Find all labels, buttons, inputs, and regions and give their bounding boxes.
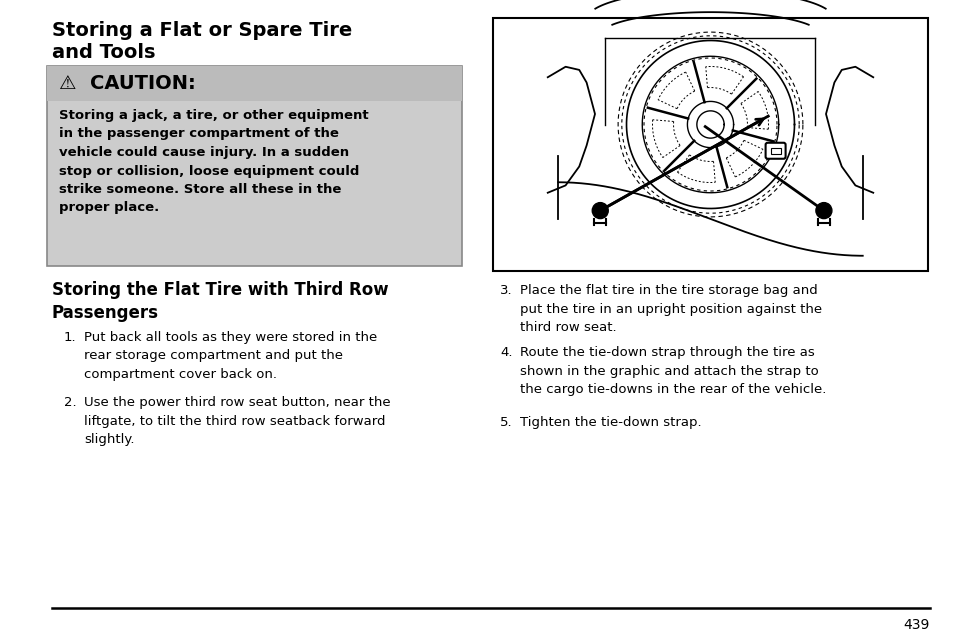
Circle shape xyxy=(592,203,608,219)
Text: Storing a jack, a tire, or other equipment
in the passenger compartment of the
v: Storing a jack, a tire, or other equipme… xyxy=(59,109,368,214)
Text: 4.: 4. xyxy=(499,346,512,359)
Text: Use the power third row seat button, near the
liftgate, to tilt the third row se: Use the power third row seat button, nea… xyxy=(84,396,390,446)
Circle shape xyxy=(815,203,831,219)
Text: Route the tie-down strap through the tire as
shown in the graphic and attach the: Route the tie-down strap through the tir… xyxy=(519,346,825,396)
FancyBboxPatch shape xyxy=(765,142,784,159)
Text: Put back all tools as they were stored in the
rear storage compartment and put t: Put back all tools as they were stored i… xyxy=(84,331,376,381)
Bar xyxy=(770,148,780,154)
Bar xyxy=(493,18,927,271)
Text: 5.: 5. xyxy=(499,416,512,429)
Text: 439: 439 xyxy=(902,618,929,632)
Text: Storing the Flat Tire with Third Row: Storing the Flat Tire with Third Row xyxy=(52,281,388,299)
Text: Storing a Flat or Spare Tire: Storing a Flat or Spare Tire xyxy=(52,21,352,40)
Text: 2.: 2. xyxy=(64,396,76,409)
Bar xyxy=(47,66,461,266)
Text: Tighten the tie-down strap.: Tighten the tie-down strap. xyxy=(519,416,700,429)
Bar xyxy=(47,66,461,101)
Text: and Tools: and Tools xyxy=(52,43,155,62)
Text: Passengers: Passengers xyxy=(52,304,159,322)
Text: Place the flat tire in the tire storage bag and
put the tire in an upright posit: Place the flat tire in the tire storage … xyxy=(519,284,821,334)
Text: ⚠  CAUTION:: ⚠ CAUTION: xyxy=(59,74,195,93)
Text: 3.: 3. xyxy=(499,284,512,297)
Text: 1.: 1. xyxy=(64,331,76,344)
